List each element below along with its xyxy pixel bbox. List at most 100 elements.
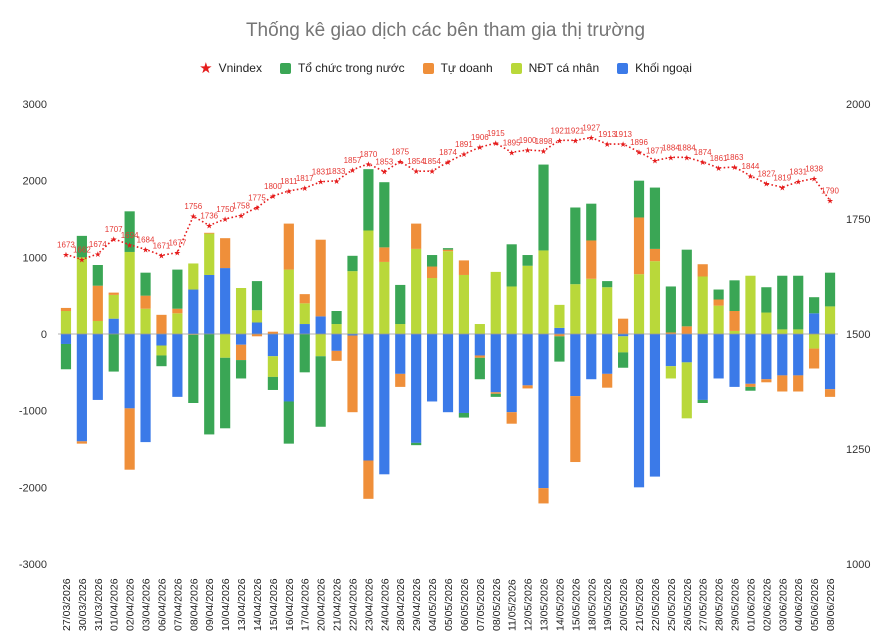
vnindex-data-label: 1877 (646, 147, 664, 156)
bar-to-chuc (251, 281, 263, 311)
bar-ndt-ca-nhan (172, 313, 183, 334)
vnindex-data-label: 1677 (168, 239, 186, 248)
bar-ndt-ca-nhan (331, 324, 342, 334)
vnindex-data-label: 1921 (551, 126, 569, 135)
x-tick-label: 09/04/2026 (204, 578, 216, 631)
vnindex-data-label: 1895 (503, 138, 521, 147)
bar-tu-doanh (618, 318, 629, 334)
bar-tu-doanh (251, 334, 263, 337)
x-tick-label: 04/06/2026 (793, 578, 805, 631)
bar-khoi-ngoai (458, 334, 470, 413)
y2-tick-label: 1750 (846, 214, 870, 226)
bar-ndt-ca-nhan (809, 334, 820, 349)
bar-to-chuc (220, 357, 231, 429)
vnindex-data-label: 1684 (137, 235, 155, 244)
bar-khoi-ngoai (777, 334, 788, 376)
vnindex-point: ★ (444, 158, 451, 167)
vnindex-point: ★ (795, 178, 802, 187)
bar-tu-doanh (824, 389, 836, 397)
bar-khoi-ngoai (649, 334, 661, 477)
bar-khoi-ngoai (363, 334, 374, 461)
bar-ndt-ca-nhan (681, 362, 692, 419)
bar-to-chuc (363, 169, 374, 231)
bar-to-chuc (92, 265, 103, 286)
vnindex-data-label: 1736 (200, 211, 218, 220)
bar-tu-doanh (315, 239, 326, 317)
bar-to-chuc (793, 275, 804, 330)
bar-tu-doanh (570, 396, 581, 463)
vnindex-data-label: 1913 (598, 130, 616, 139)
bar-ndt-ca-nhan (538, 250, 549, 334)
x-tick-label: 21/05/2026 (634, 578, 646, 631)
x-tick-label: 24/04/2026 (379, 578, 391, 631)
bar-khoi-ngoai (570, 334, 581, 397)
bar-ndt-ca-nhan (522, 265, 533, 334)
bar-ndt-ca-nhan (793, 329, 804, 334)
x-tick-label: 27/05/2026 (698, 578, 710, 631)
bar-khoi-ngoai (235, 334, 247, 345)
vnindex-point: ★ (508, 148, 515, 157)
bar-ndt-ca-nhan (188, 263, 199, 290)
vnindex-data-label: 1906 (471, 133, 489, 142)
bar-to-chuc (188, 334, 199, 403)
bar-to-chuc (411, 442, 422, 446)
vnindex-point: ★ (699, 158, 706, 167)
vnindex-point: ★ (285, 187, 292, 196)
y2-tick-label: 1000 (846, 559, 870, 571)
bar-tu-doanh (586, 240, 597, 279)
bar-tu-doanh (474, 355, 485, 358)
x-tick-label: 18/05/2026 (586, 578, 598, 631)
vnindex-point: ★ (253, 204, 260, 213)
x-tick-label: 28/04/2026 (395, 578, 407, 631)
bar-tu-doanh (681, 326, 692, 334)
legend-swatch-to-chuc (279, 62, 291, 74)
bar-to-chuc (824, 272, 836, 307)
star-icon: ★ (199, 59, 213, 77)
vnindex-point: ★ (779, 183, 786, 192)
bar-khoi-ngoai (315, 316, 326, 334)
legend-item-ndt-ca-nhan[interactable]: NĐT cá nhân (510, 61, 599, 75)
bar-to-chuc (490, 393, 501, 397)
bar-ndt-ca-nhan (379, 261, 390, 334)
vnindex-point: ★ (460, 150, 467, 159)
vnindex-point: ★ (524, 146, 531, 155)
vnindex-data-label: 1898 (535, 137, 553, 146)
bar-to-chuc (649, 187, 661, 249)
bar-ndt-ca-nhan (411, 248, 422, 334)
vnindex-point: ★ (381, 168, 388, 177)
x-tick-label: 29/05/2026 (730, 578, 742, 631)
bar-khoi-ngoai (379, 334, 390, 475)
chart-legend: ★ Vnindex Tổ chức trong nước Tự doanh NĐ… (0, 59, 891, 77)
bar-ndt-ca-nhan (649, 261, 661, 334)
x-tick-label: 06/05/2026 (459, 578, 471, 631)
bar-ndt-ca-nhan (426, 278, 438, 334)
bar-ndt-ca-nhan (490, 271, 501, 334)
bar-tu-doanh (442, 249, 454, 252)
bar-khoi-ngoai (713, 334, 724, 379)
vnindex-data-label: 1853 (375, 158, 393, 167)
bar-ndt-ca-nhan (315, 334, 326, 357)
legend-item-tu-doanh[interactable]: Tự doanh (422, 61, 493, 75)
bar-khoi-ngoai (426, 334, 438, 402)
bar-ndt-ca-nhan (204, 233, 215, 275)
legend-item-to-chuc[interactable]: Tổ chức trong nước (279, 61, 405, 75)
x-tick-label: 05/06/2026 (809, 578, 821, 631)
bar-ndt-ca-nhan (665, 366, 676, 379)
vnindex-point: ★ (222, 215, 229, 224)
bar-tu-doanh (411, 223, 422, 249)
bar-khoi-ngoai (411, 334, 422, 443)
x-tick-label: 13/04/2026 (236, 578, 248, 631)
vnindex-point: ★ (142, 245, 149, 254)
bar-to-chuc (124, 211, 135, 252)
bar-ndt-ca-nhan (60, 311, 72, 334)
vnindex-data-label: 1817 (296, 174, 314, 183)
legend-item-khoi-ngoai[interactable]: Khối ngoại (617, 61, 692, 75)
vnindex-point: ★ (428, 167, 435, 176)
bar-ndt-ca-nhan (251, 310, 263, 323)
x-tick-label: 02/04/2026 (125, 578, 137, 631)
y2-tick-label: 1250 (846, 444, 870, 456)
legend-item-vnindex[interactable]: ★ Vnindex (199, 59, 262, 77)
x-tick-label: 20/05/2026 (618, 578, 630, 631)
bar-ndt-ca-nhan (299, 303, 310, 325)
vnindex-data-label: 1915 (487, 129, 505, 138)
